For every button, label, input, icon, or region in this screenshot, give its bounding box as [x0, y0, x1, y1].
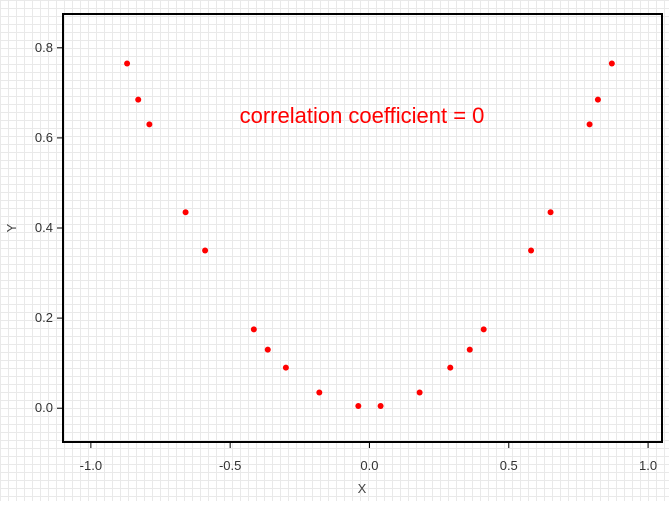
data-point [282, 364, 289, 371]
x-axis-ticks: -1.0 -0.5 0.0 0.5 1.0 [80, 442, 657, 473]
data-point [594, 96, 601, 103]
y-axis-label: Y [4, 223, 19, 232]
data-point [416, 389, 423, 396]
y-tick-label: 0.0 [35, 400, 53, 415]
data-point [466, 346, 473, 353]
data-point [264, 346, 271, 353]
data-point [447, 364, 454, 371]
data-point [135, 96, 142, 103]
x-tick-label: 0.0 [360, 458, 378, 473]
x-tick-label: 1.0 [639, 458, 657, 473]
x-axis-label: X [358, 481, 367, 496]
data-point [480, 326, 487, 333]
x-tick-label: -1.0 [80, 458, 102, 473]
correlation-annotation: correlation coefficient = 0 [240, 103, 485, 128]
y-tick-label: 0.2 [35, 310, 53, 325]
data-point [547, 209, 554, 216]
data-point [124, 60, 131, 67]
y-tick-label: 0.4 [35, 220, 53, 235]
y-tick-label: 0.6 [35, 130, 53, 145]
data-point [586, 121, 593, 128]
y-axis-ticks: 0.0 0.2 0.4 0.6 0.8 [35, 40, 63, 415]
data-point [355, 402, 362, 409]
x-tick-label: 0.5 [500, 458, 518, 473]
data-point [146, 121, 153, 128]
data-point [182, 209, 189, 216]
plot-frame [62, 13, 663, 443]
x-tick-label: -0.5 [219, 458, 241, 473]
data-points [124, 60, 615, 409]
data-point [202, 247, 209, 254]
data-point [377, 402, 384, 409]
data-point [528, 247, 535, 254]
y-tick-label: 0.8 [35, 40, 53, 55]
data-point [316, 389, 323, 396]
data-point [608, 60, 615, 67]
data-point [250, 326, 257, 333]
